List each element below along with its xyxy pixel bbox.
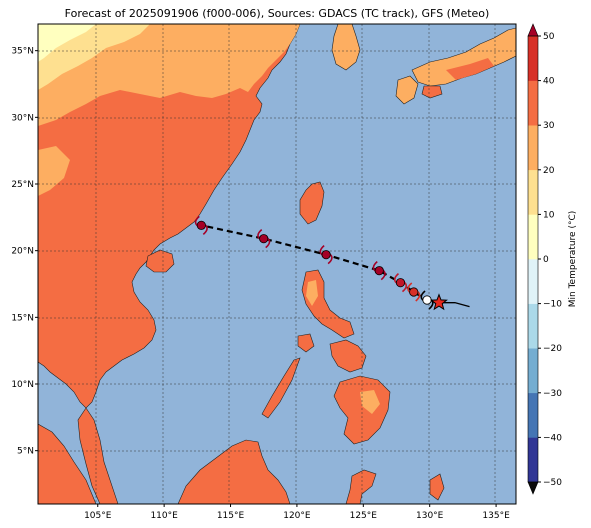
lon-tick-label: 105°E	[84, 511, 112, 521]
borneo	[177, 439, 291, 504]
colorbar-tick-label: 0	[543, 255, 549, 265]
colorbar-band	[528, 125, 538, 171]
tc-track	[194, 215, 470, 311]
colorbar-tick-label: −10	[543, 300, 562, 310]
colorbar-tick-label: −40	[543, 433, 562, 443]
colorbar-band	[528, 303, 538, 349]
colorbar-tick-label: 20	[543, 166, 555, 176]
current-position-star-icon	[430, 293, 448, 311]
lon-tick-label: 125°E	[350, 511, 378, 521]
lon-tick-label: 115°E	[217, 511, 245, 521]
axis-ticks: 105°E 110°E 115°E 120°E 125°E 130°E 135°E 5°N 10…	[11, 47, 510, 521]
colorbar-tick-label: 30	[543, 121, 555, 131]
grid	[38, 24, 516, 504]
luzon-highland	[306, 280, 318, 306]
lon-tick-label: 120°E	[283, 511, 311, 521]
cyclone-symbol-icon	[393, 273, 408, 293]
lat-tick-label: 20°N	[11, 247, 34, 257]
lat-tick-label: 30°N	[11, 113, 34, 123]
hainan	[145, 249, 175, 273]
colorbar-band	[528, 169, 538, 215]
colorbar-extend-max	[527, 23, 539, 37]
colorbar-tick-label: 40	[543, 77, 555, 87]
land-layer	[38, 24, 516, 504]
lat-tick-label: 25°N	[11, 180, 34, 190]
halmahera	[429, 473, 445, 501]
lon-tick-label: 135°E	[482, 511, 510, 521]
cyclone-symbol-icon	[319, 245, 333, 265]
mindanao-highland	[360, 390, 380, 414]
cool-region-west	[38, 146, 70, 196]
lat-tick-label: 15°N	[11, 313, 34, 323]
colorbar-band	[528, 80, 538, 126]
lon-tick-label: 130°E	[416, 511, 444, 521]
colorbar-band	[528, 259, 538, 304]
honshu	[411, 27, 516, 87]
colorbar-tick-label: −20	[543, 344, 562, 354]
cyclone-symbol-icon	[372, 261, 386, 281]
cyclone-symbol-icon	[420, 290, 434, 310]
colorbar-tick-label: 50	[543, 32, 555, 42]
colorbar-label: Min Temperature (°C)	[568, 211, 578, 308]
cyclone-symbol-icon	[407, 282, 421, 302]
kyushu	[395, 75, 419, 105]
map-title: Forecast of 2025091906 (f000-006), Sourc…	[64, 7, 490, 20]
korea	[331, 24, 361, 71]
palawan	[261, 357, 301, 419]
lon-tick-label: 110°E	[150, 511, 178, 521]
colorbar-tick-label: 10	[543, 210, 555, 220]
colorbar-band	[528, 214, 538, 260]
colorbar-band	[528, 392, 538, 438]
lat-tick-label: 5°N	[17, 447, 34, 457]
lat-tick-label: 35°N	[11, 47, 34, 57]
colorbar-tick-label: −30	[543, 389, 562, 399]
taiwan	[299, 181, 325, 225]
mindoro	[297, 333, 315, 353]
colorbar-extend-min	[527, 481, 539, 495]
honshu-warm	[446, 58, 494, 80]
cyclone-symbol-icon	[257, 229, 271, 249]
colorbar-tick-label: −50	[543, 478, 562, 488]
colorbar-band	[528, 348, 538, 394]
high-plateau	[38, 24, 96, 62]
colorbar-band	[528, 437, 538, 483]
cyclone-symbol-icon	[194, 215, 208, 235]
map-frame	[37, 23, 517, 505]
shikoku	[421, 85, 443, 99]
colorbar-band	[528, 36, 538, 81]
colorbar: −50 −40 −30 −20 −10 0 10 20 30 40 50 Min Temperatur…	[527, 23, 578, 495]
sumatra	[38, 423, 97, 504]
lat-tick-label: 10°N	[11, 380, 34, 390]
malay-peninsula	[77, 407, 119, 504]
